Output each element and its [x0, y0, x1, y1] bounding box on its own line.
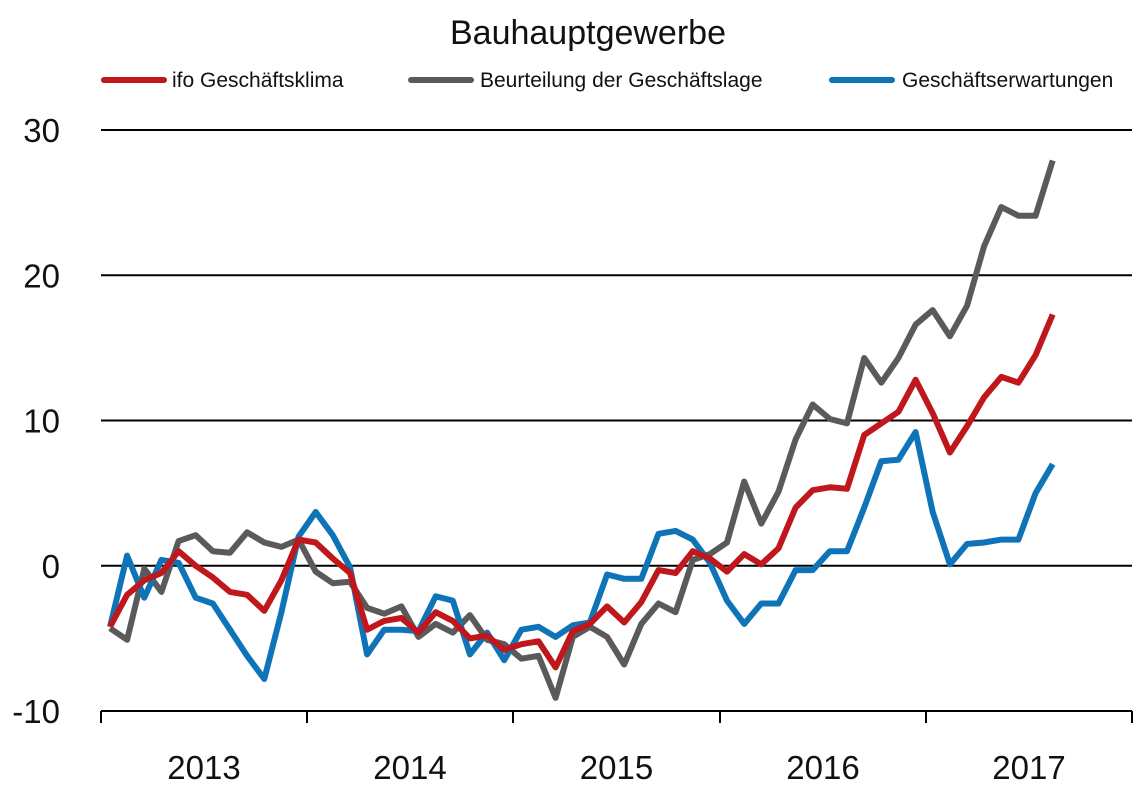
legend-label-3: Geschäftserwartungen: [902, 69, 1113, 92]
x-tick-label-2015: 2015: [580, 749, 653, 786]
x-axis: 2013 2014 2015 2016 2017: [100, 710, 1133, 786]
x-tick-label-2016: 2016: [786, 749, 859, 786]
legend-label-2: Beurteilung der Geschäftslage: [480, 69, 763, 92]
y-axis-ticks: -10 0 10 20 30: [12, 112, 60, 730]
legend-label-1: ifo Geschäftsklima: [172, 69, 344, 92]
chart-title: Bauhauptgewerbe: [450, 14, 726, 52]
y-tick-label: 30: [23, 112, 60, 149]
x-tick-label-2017: 2017: [992, 749, 1065, 786]
x-tick-label-2013: 2013: [167, 749, 240, 786]
series-line-3: [107, 429, 1056, 682]
series-line-1: [107, 313, 1056, 671]
legend: ifo Geschäftsklima Beurteilung der Geschä…: [101, 69, 1113, 92]
series-lines: [107, 159, 1056, 701]
y-tick-label: -10: [12, 693, 60, 730]
grid-lines: [101, 129, 1132, 567]
y-tick-label: 0: [42, 548, 60, 585]
x-tick-label-2014: 2014: [373, 749, 446, 786]
y-tick-label: 20: [23, 257, 60, 294]
series-line-2: [108, 159, 1056, 701]
y-tick-label: 10: [23, 403, 60, 440]
